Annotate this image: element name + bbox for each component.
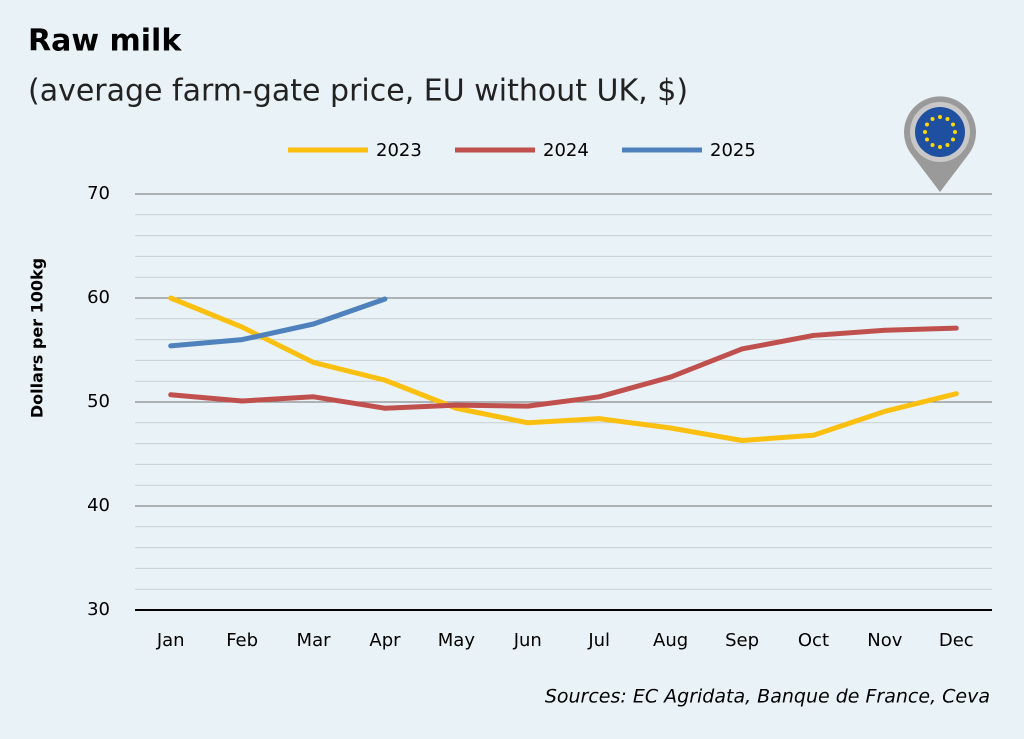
series-line (168, 296, 388, 349)
x-tick-label: Jan (156, 630, 185, 651)
series-line (168, 295, 959, 443)
x-tick-label: Apr (369, 630, 401, 651)
y-tick-label: 60 (87, 287, 110, 308)
x-tick-label: Oct (798, 630, 829, 651)
eu-stars (923, 115, 957, 149)
chart-title: Raw milk (28, 24, 182, 59)
x-tick-label: Feb (226, 630, 258, 651)
chart-subtitle: (average farm-gate price, EU without UK,… (28, 74, 688, 109)
x-tick-label: Dec (939, 630, 974, 651)
eu-flag (915, 107, 965, 157)
x-tick-label: Jul (587, 630, 610, 651)
y-tick-label: 70 (87, 183, 110, 204)
x-tick-label: May (438, 630, 476, 651)
eu-pin (903, 96, 976, 192)
legend-label: 2024 (543, 140, 589, 161)
x-tick-label: Mar (297, 630, 332, 651)
series-line (168, 325, 959, 411)
y-tick-label: 40 (87, 495, 110, 516)
source: Sources: EC Agridata, Banque de France, … (545, 686, 990, 708)
x-tick-label: Aug (653, 630, 688, 651)
y-tick-label: 50 (87, 391, 110, 412)
y-axis-label: Dollars per 100kg (28, 258, 47, 418)
x-tick-label: Sep (725, 630, 759, 651)
legend-label: 2025 (710, 140, 756, 161)
y-tick-label: 30 (87, 599, 110, 620)
legend-label: 2023 (376, 140, 422, 161)
x-tick-label: Jun (513, 630, 542, 651)
x-tick-label: Nov (867, 630, 902, 651)
